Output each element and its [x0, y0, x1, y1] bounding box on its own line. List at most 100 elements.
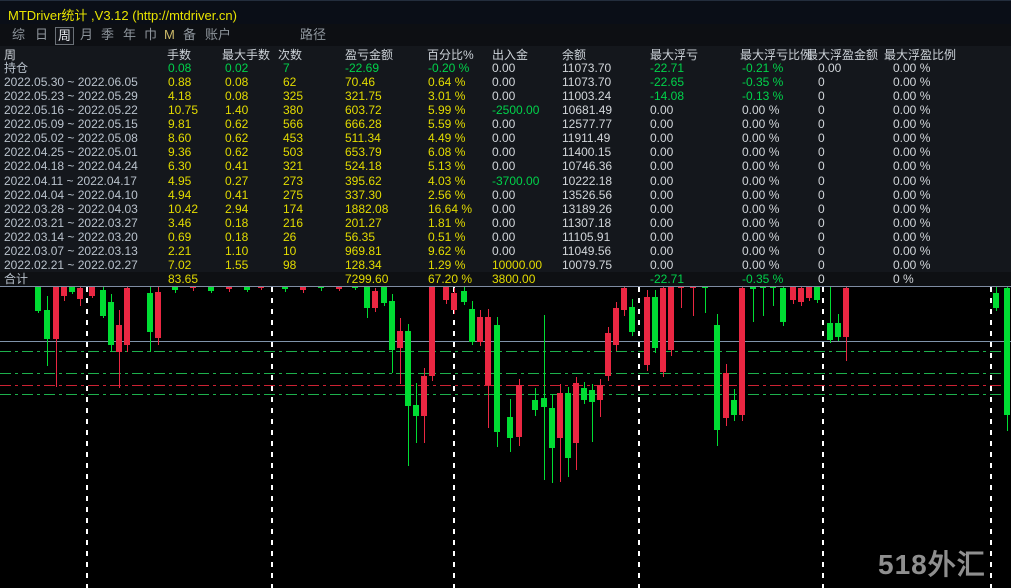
cell: 0.00 % — [893, 229, 931, 244]
candle-body — [44, 310, 50, 339]
menu-item-7[interactable]: 巾 — [144, 27, 158, 42]
candle-body — [61, 287, 67, 296]
table-row: 2022.03.14 ~ 2022.03.20 0.69 0.18 26 56.35 0.… — [0, 230, 1011, 244]
cell: 275 — [283, 187, 304, 202]
cell: 0 — [818, 243, 825, 258]
cell: 0 — [818, 145, 825, 160]
candle-body — [723, 373, 729, 418]
candle-wick — [763, 287, 764, 316]
candle-body — [413, 405, 419, 416]
menu-item-3[interactable]: 周 — [55, 27, 75, 45]
candle-body — [1004, 288, 1010, 415]
cell: 0 — [818, 272, 825, 287]
menu-item-2[interactable]: 日 — [35, 27, 49, 42]
menu-item-5[interactable]: 季 — [101, 27, 115, 42]
candle-wick — [544, 315, 545, 480]
cell: -22.65 — [650, 75, 685, 90]
menu-item-8[interactable]: M — [164, 27, 175, 42]
column-header: 最大浮盈比例 — [884, 48, 957, 62]
cell: 0.00 % — [742, 243, 780, 258]
cell: 0.00 — [492, 145, 516, 160]
cell: 2022.04.11 ~ 2022.04.17 — [4, 173, 137, 188]
candle-body — [731, 400, 737, 415]
table-row: 2022.03.21 ~ 2022.03.27 3.46 0.18 216 201.27… — [0, 216, 1011, 230]
candle-body — [827, 323, 833, 340]
cell: 9.36 — [168, 145, 192, 160]
candle-body — [69, 287, 75, 292]
candle-body — [668, 287, 674, 350]
cell: 0.00 % — [742, 159, 780, 174]
menu-item-11[interactable]: 路径 — [300, 27, 327, 42]
cell: 0 — [818, 75, 825, 90]
cell: 0 — [818, 173, 825, 188]
cell: -0.13 % — [742, 89, 784, 104]
cell: 0.00 — [650, 173, 674, 188]
candle-body — [336, 287, 342, 289]
menu-item-1[interactable]: 综 — [12, 27, 26, 42]
candle-wick — [285, 287, 286, 292]
candle-body — [352, 287, 358, 288]
cell: 2022.03.14 ~ 2022.03.20 — [4, 229, 138, 244]
column-header: 百分比% — [427, 48, 474, 62]
table-row: 2022.03.28 ~ 2022.04.03 10.42 2.94 174 1882.… — [0, 202, 1011, 216]
cell: 0.00 % — [893, 215, 931, 230]
cell: 0.00 % — [893, 117, 931, 132]
cell: -22.71 — [650, 61, 685, 75]
candle-wick — [261, 287, 262, 290]
cell: -0.21 % — [742, 61, 784, 75]
candle-body — [53, 287, 59, 339]
cell: 11911.49 — [562, 131, 611, 146]
cell: 70.46 — [345, 75, 376, 90]
table-row: 2022.05.02 ~ 2022.05.08 8.60 0.62 453 511.34… — [0, 131, 1011, 145]
table-row: 持仓 0.08 0.02 7 -22.69 -0.20 % 0.00 11073.70 -22.… — [0, 61, 1011, 75]
cell: 380 — [283, 103, 304, 118]
candle-wick — [753, 287, 754, 322]
cell: 0.00 — [492, 243, 516, 258]
period-separator-line — [271, 287, 273, 588]
candle-body — [190, 287, 196, 288]
cell: 0.00 % — [893, 75, 931, 90]
cell: 98 — [283, 257, 297, 272]
cell: 0.00 — [492, 201, 516, 216]
candle-body — [702, 287, 708, 288]
cell: 10.75 — [168, 103, 199, 118]
cell: 2022.02.21 ~ 2022.02.27 — [4, 257, 138, 272]
cell: 62 — [283, 75, 297, 90]
candle-body — [621, 288, 627, 310]
cell: 16.64 % — [428, 201, 473, 216]
candle-body — [565, 393, 571, 458]
cell: 0.00 — [650, 257, 674, 272]
menu-item-6[interactable]: 年 — [123, 27, 137, 42]
candle-wick — [321, 287, 322, 291]
cell: 0.00 % — [742, 117, 780, 132]
candle-body — [516, 385, 522, 437]
cell: 128.34 — [345, 257, 382, 272]
menu-item-9[interactable]: 备 — [183, 27, 197, 42]
cell: 0.00 — [492, 159, 516, 174]
table-row: 2022.05.16 ~ 2022.05.22 10.75 1.40 380 603.7… — [0, 103, 1011, 117]
candle-body — [597, 385, 603, 400]
cell: 0.00 % — [742, 187, 780, 202]
cell: 持仓 — [4, 61, 29, 75]
candle-body — [644, 297, 650, 365]
period-separator-line — [453, 287, 455, 588]
candle-wick — [830, 287, 831, 343]
candlestick-chart[interactable] — [0, 287, 1011, 588]
cell: 0.64 % — [428, 75, 466, 90]
menu-item-10[interactable]: 账户 — [205, 27, 232, 42]
cell: 0.08 — [225, 89, 249, 104]
cell: -0.35 % — [742, 272, 784, 287]
cell: 321 — [283, 159, 304, 174]
cell: 4.18 — [168, 89, 192, 104]
candle-wick — [193, 287, 194, 291]
menu-item-4[interactable]: 月 — [80, 27, 94, 42]
period-separator-line — [638, 287, 640, 588]
cell: 4.95 — [168, 173, 192, 188]
cell: 511.34 — [345, 131, 381, 146]
watermark-text: 518外汇网 — [878, 549, 986, 580]
table-row: 2022.05.23 ~ 2022.05.29 4.18 0.08 325 321.75… — [0, 89, 1011, 103]
cell: 0.00 % — [742, 173, 780, 188]
table-row: 2022.04.18 ~ 2022.04.24 6.30 0.41 321 524.18… — [0, 159, 1011, 173]
cell: 0.00 — [650, 201, 674, 216]
cell: 603.72 — [345, 103, 382, 118]
